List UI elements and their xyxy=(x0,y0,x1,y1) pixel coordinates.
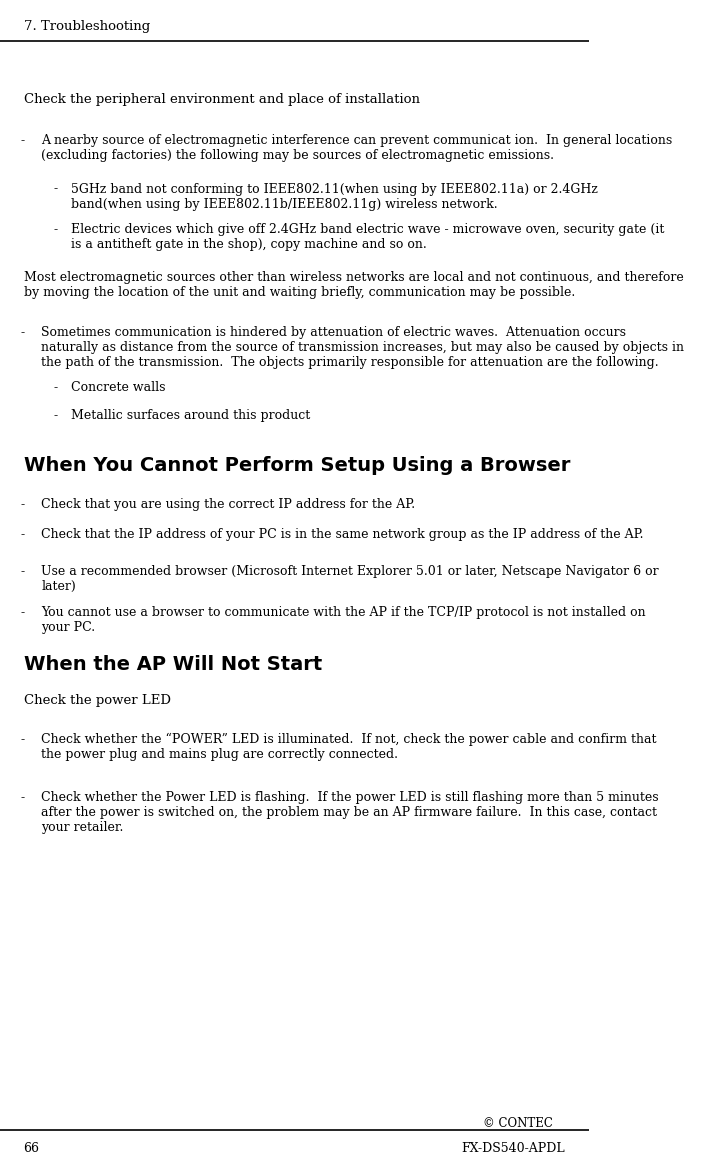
Text: You cannot use a browser to communicate with the AP if the TCP/IP protocol is no: You cannot use a browser to communicate … xyxy=(42,606,646,634)
Text: Check whether the Power LED is flashing.  If the power LED is still flashing mor: Check whether the Power LED is flashing.… xyxy=(42,791,659,834)
Text: -: - xyxy=(21,528,25,541)
Text: -: - xyxy=(21,791,25,804)
Text: -: - xyxy=(53,409,57,422)
Text: Check the peripheral environment and place of installation: Check the peripheral environment and pla… xyxy=(24,93,420,106)
Text: Concrete walls: Concrete walls xyxy=(71,381,165,394)
Text: -: - xyxy=(21,326,25,338)
Text: FX-DS540-APDL: FX-DS540-APDL xyxy=(462,1142,566,1155)
Text: 66: 66 xyxy=(24,1142,39,1155)
Text: Electric devices which give off 2.4GHz band electric wave - microwave oven, secu: Electric devices which give off 2.4GHz b… xyxy=(71,223,664,251)
Text: When the AP Will Not Start: When the AP Will Not Start xyxy=(24,655,321,673)
Text: Use a recommended browser (Microsoft Internet Explorer 5.01 or later, Netscape N: Use a recommended browser (Microsoft Int… xyxy=(42,565,659,593)
Text: -: - xyxy=(53,183,57,195)
Text: Most electromagnetic sources other than wireless networks are local and not cont: Most electromagnetic sources other than … xyxy=(24,271,683,299)
Text: Check that you are using the correct IP address for the AP.: Check that you are using the correct IP … xyxy=(42,498,415,511)
Text: A nearby source of electromagnetic interference can prevent communicat ion.  In : A nearby source of electromagnetic inter… xyxy=(42,134,672,162)
Text: Sometimes communication is hindered by attenuation of electric waves.  Attenuati: Sometimes communication is hindered by a… xyxy=(42,326,684,369)
Text: Check the power LED: Check the power LED xyxy=(24,694,170,707)
Text: -: - xyxy=(21,134,25,147)
Text: -: - xyxy=(21,606,25,619)
Text: -: - xyxy=(21,733,25,745)
Text: -: - xyxy=(21,565,25,578)
Text: Metallic surfaces around this product: Metallic surfaces around this product xyxy=(71,409,310,422)
Text: 5GHz band not conforming to IEEE802.11(when using by IEEE802.11a) or 2.4GHz
band: 5GHz band not conforming to IEEE802.11(w… xyxy=(71,183,598,211)
Text: -: - xyxy=(53,223,57,236)
Text: 7. Troubleshooting: 7. Troubleshooting xyxy=(24,20,150,33)
Text: Check whether the “POWER” LED is illuminated.  If not, check the power cable and: Check whether the “POWER” LED is illumin… xyxy=(42,733,657,761)
Text: -: - xyxy=(53,381,57,394)
Text: When You Cannot Perform Setup Using a Browser: When You Cannot Perform Setup Using a Br… xyxy=(24,456,570,475)
Text: © CONTEC: © CONTEC xyxy=(483,1118,553,1130)
Text: -: - xyxy=(21,498,25,511)
Text: Check that the IP address of your PC is in the same network group as the IP addr: Check that the IP address of your PC is … xyxy=(42,528,644,541)
